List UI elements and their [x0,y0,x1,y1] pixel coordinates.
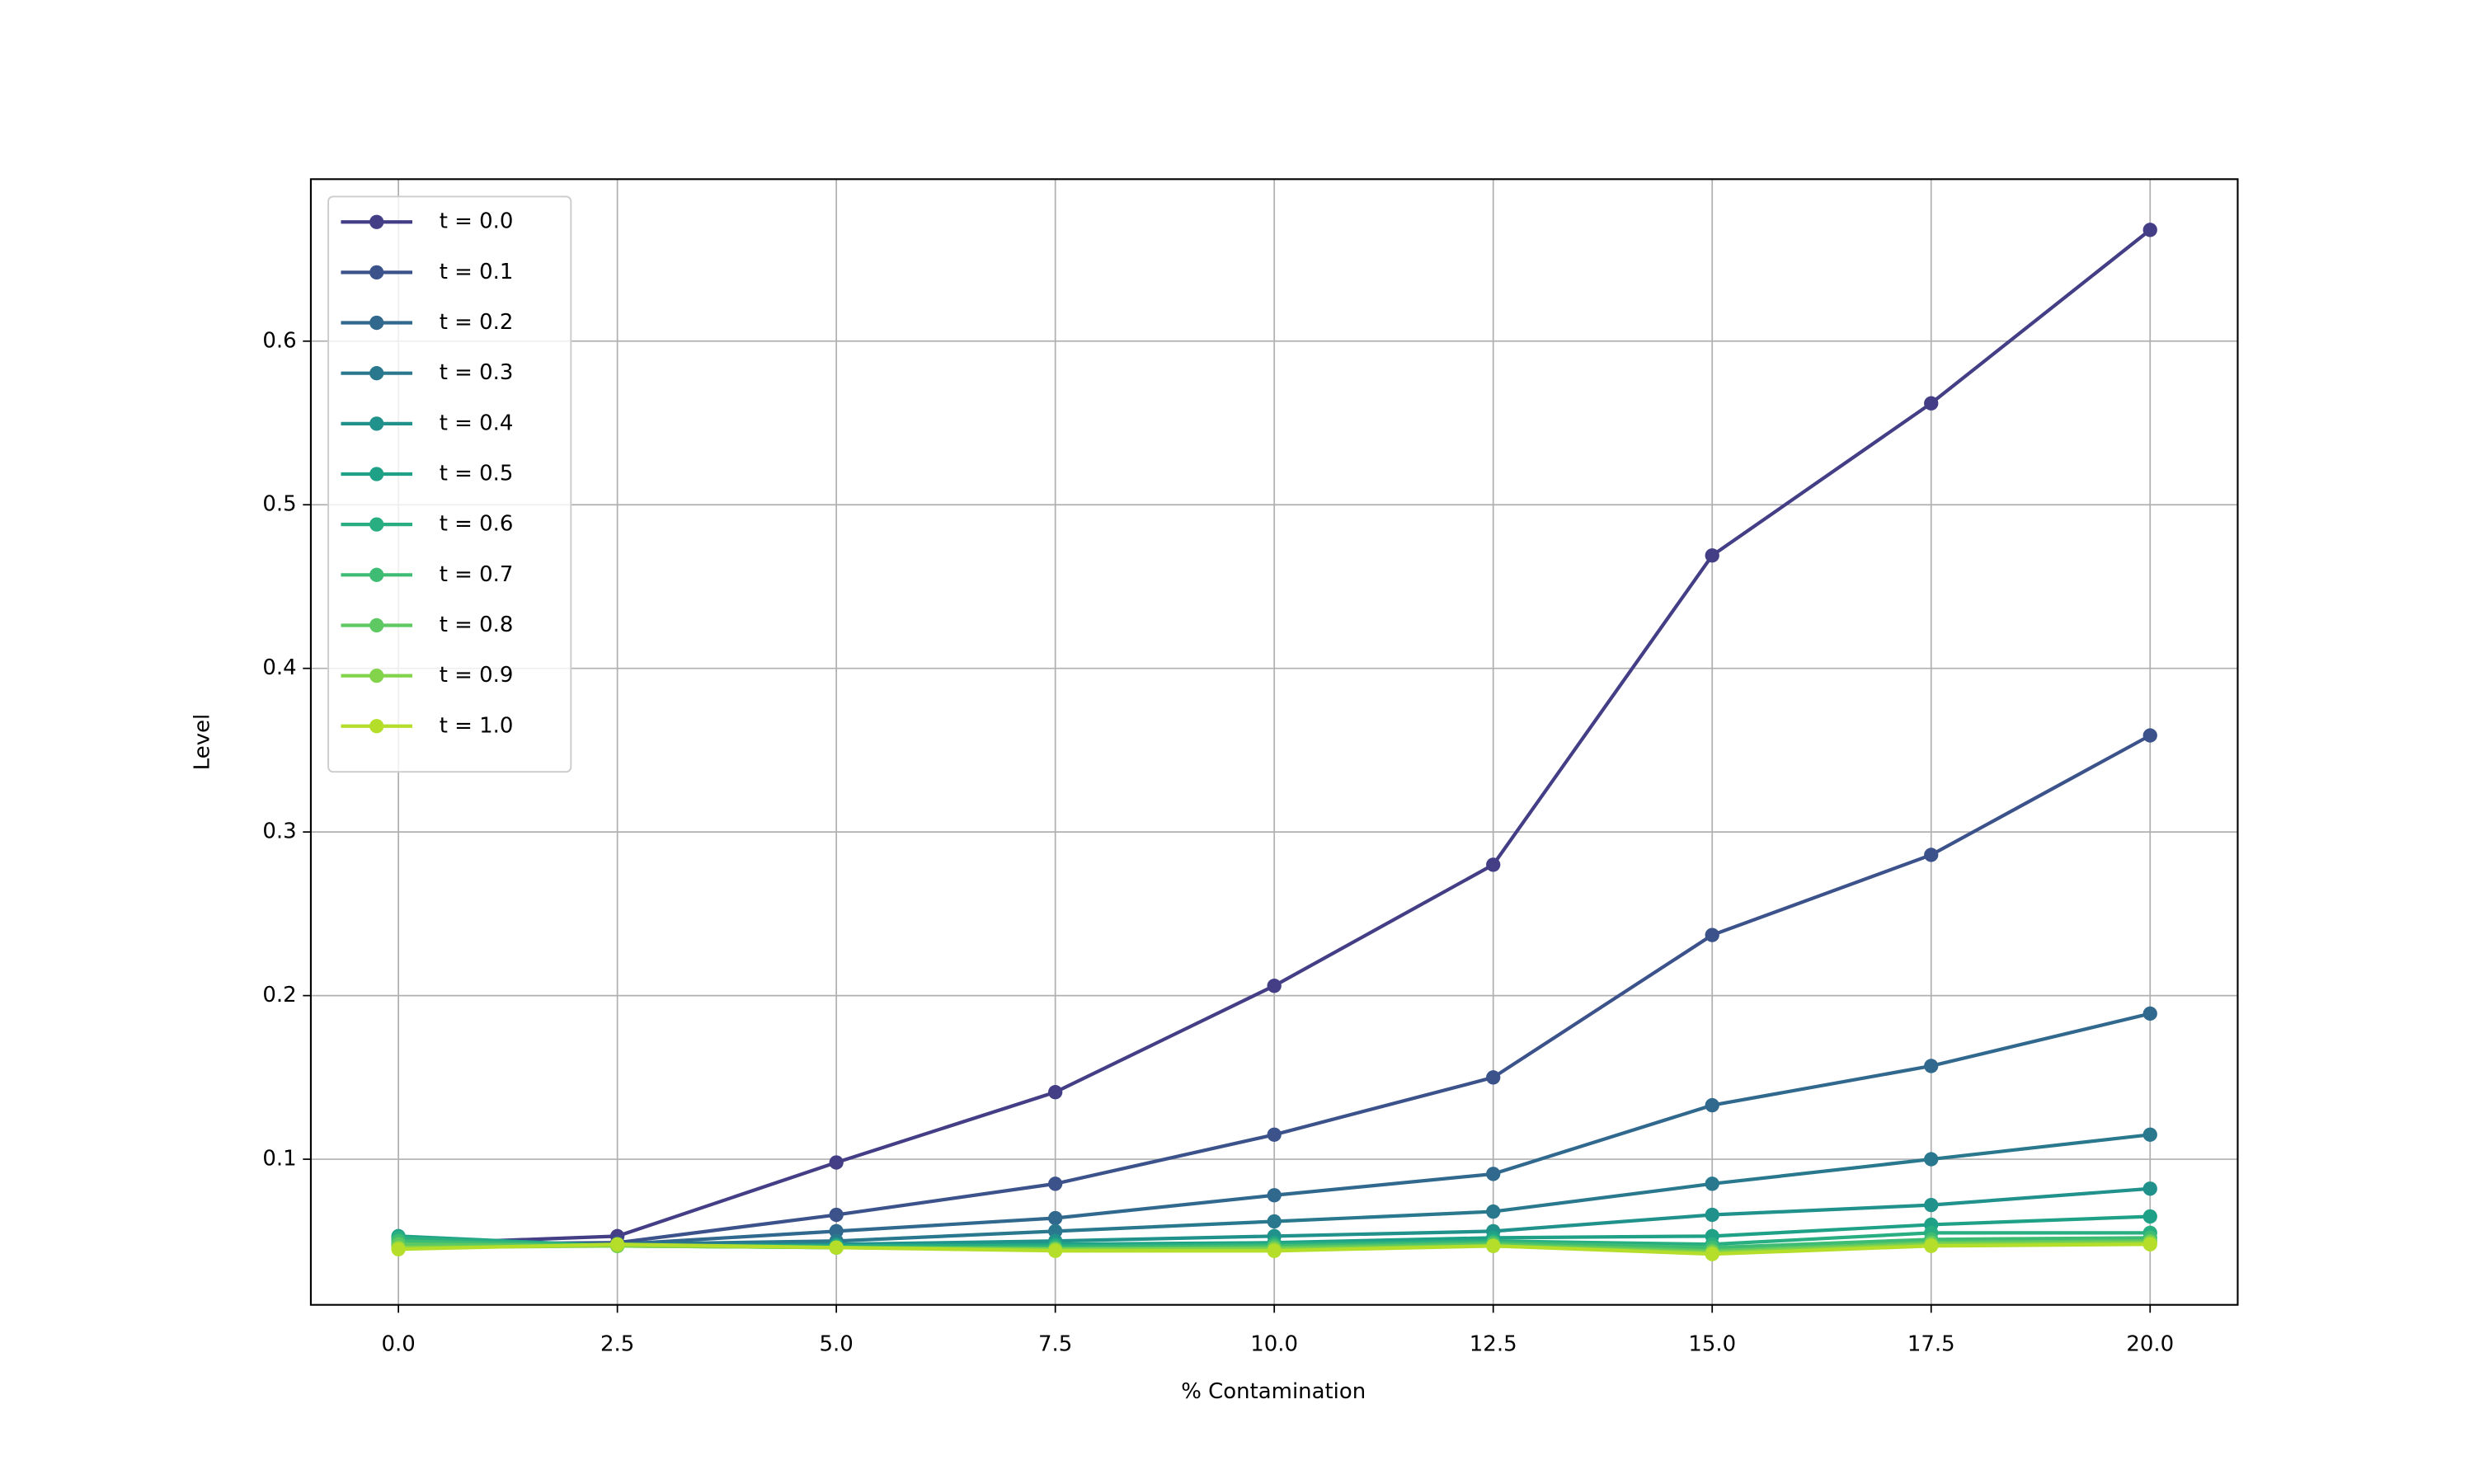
data-point [1048,1085,1063,1100]
data-point [2142,1237,2157,1252]
legend-label: t = 0.7 [440,562,514,587]
legend-marker [369,719,384,734]
legend-label: t = 0.4 [440,411,514,435]
x-axis-label: % Contamination [1181,1379,1366,1404]
data-point [1705,1176,1719,1191]
x-tick-label: 5.0 [820,1331,854,1356]
legend-marker [369,366,384,381]
x-tick-label: 7.5 [1038,1331,1072,1356]
legend-label: t = 0.6 [440,512,514,537]
data-point [1267,1214,1282,1229]
data-point [829,1207,844,1223]
data-point [1048,1223,1063,1239]
data-point [1486,857,1501,872]
legend-marker [369,467,384,481]
x-tick-label: 10.0 [1250,1331,1298,1356]
y-tick-label: 0.2 [262,983,296,1007]
legend-label: t = 0.0 [440,209,514,234]
x-tick-label: 2.5 [600,1331,634,1356]
x-tick-label: 0.0 [381,1331,415,1356]
data-point [1048,1176,1063,1191]
legend-marker [369,668,384,683]
legend-label: t = 0.8 [440,613,514,637]
legend-box [327,195,572,773]
legend-label: t = 0.1 [440,260,514,284]
legend-label: t = 0.5 [440,462,514,486]
x-tick-label: 12.5 [1470,1331,1517,1356]
x-tick-label: 20.0 [2126,1331,2174,1356]
data-point [1486,1167,1501,1181]
data-point [2142,1006,2157,1021]
data-point [1267,1243,1282,1258]
legend-marker [369,315,384,331]
legend-marker [369,214,384,229]
y-tick-label: 0.5 [262,492,296,517]
data-point [1267,979,1282,993]
legend: t = 0.0 t = 0.1 t = 0.2 t = 0.3 t = 0.4 t = 0… [327,195,572,773]
data-point [1924,1152,1939,1167]
data-point [1924,1238,1939,1253]
data-point [2142,1209,2157,1224]
legend-marker [369,567,384,582]
y-tick-label: 0.3 [262,819,296,844]
data-point [1705,1097,1719,1113]
legend-label: t = 0.2 [440,310,514,335]
data-point [1267,1188,1282,1203]
data-point [1924,1059,1939,1073]
data-point [1486,1070,1501,1085]
data-point [1705,1207,1719,1223]
x-tick-label: 15.0 [1688,1331,1736,1356]
data-point [829,1155,844,1170]
legend-marker [369,416,384,431]
data-point [1048,1243,1063,1258]
legend-label: t = 0.9 [440,663,514,688]
legend-label: t = 0.3 [440,360,514,385]
data-point [2142,1127,2157,1142]
data-point [1705,928,1719,942]
data-point [829,1223,844,1239]
y-tick-label: 0.1 [262,1147,296,1172]
data-point [1705,548,1719,563]
data-point [609,1237,625,1252]
data-point [1705,1247,1719,1261]
y-tick-label: 0.6 [262,328,296,353]
legend-label: t = 1.0 [440,713,514,738]
legend-marker [369,517,384,532]
y-axis-label: Level [190,714,215,771]
x-tick-label: 17.5 [1907,1331,1955,1356]
data-point [2142,223,2157,237]
data-point [1924,848,1939,862]
data-point [2142,1181,2157,1196]
data-point [391,1242,406,1256]
data-point [1486,1238,1501,1253]
data-point [1486,1204,1501,1219]
plot-frame [309,178,2239,1306]
data-point [1924,396,1939,411]
y-tick-label: 0.4 [262,655,296,680]
data-point [1267,1127,1282,1142]
data-point [1048,1210,1063,1226]
data-point [1924,1197,1939,1213]
data-point [2142,728,2157,743]
legend-marker [369,265,384,280]
legend-marker [369,618,384,633]
data-point [829,1240,844,1255]
